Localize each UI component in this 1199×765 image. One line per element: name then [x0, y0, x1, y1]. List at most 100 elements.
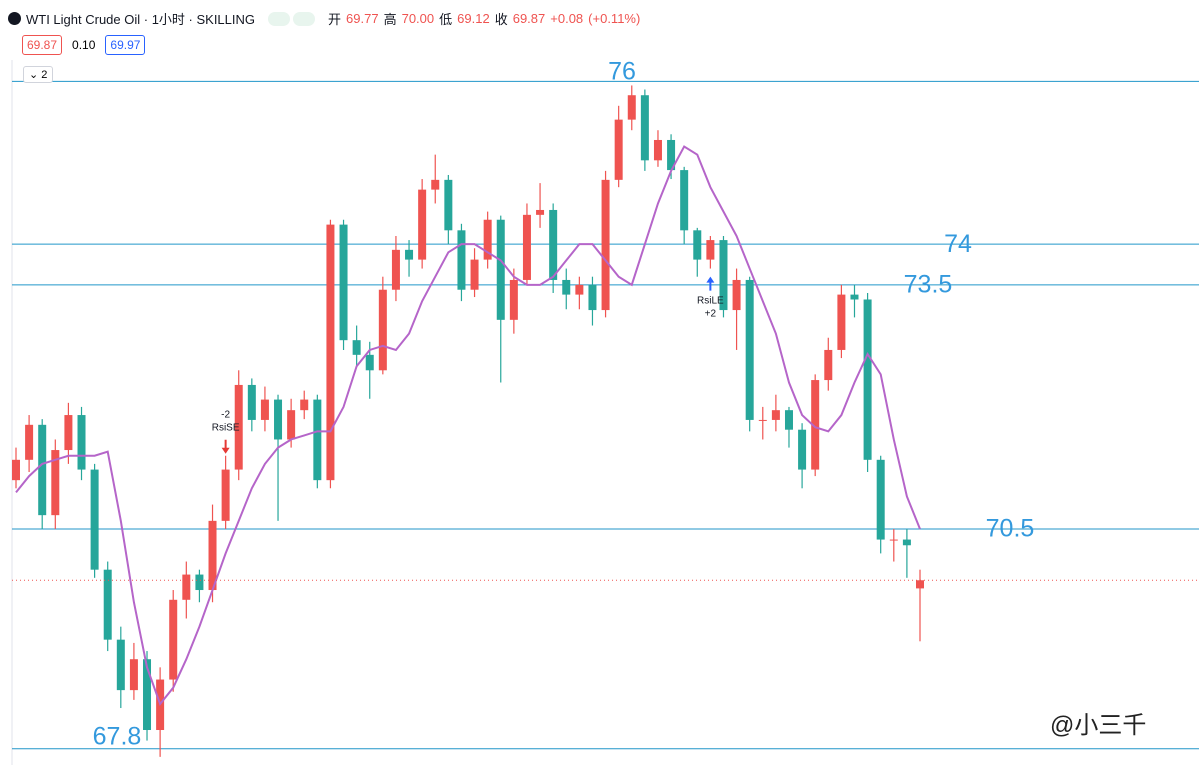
candle-body	[339, 224, 348, 341]
candle-body	[77, 415, 86, 470]
high-value: 70.00	[401, 11, 435, 26]
candle-body	[38, 424, 47, 516]
candle-body	[378, 289, 387, 371]
moving-average	[15, 145, 921, 706]
candle-body	[496, 219, 505, 320]
candle-body	[575, 284, 584, 295]
indicator-toggle[interactable]: ⌄ 2	[23, 66, 54, 83]
close-label: 收	[494, 12, 508, 27]
level-label: 76	[608, 57, 636, 85]
level-label: 70.5	[986, 515, 1035, 543]
candle-body	[549, 209, 558, 280]
candle-body	[313, 399, 322, 481]
candle-body	[653, 139, 662, 161]
candle-body	[798, 429, 807, 470]
close-value: 69.87	[512, 11, 546, 26]
candle-body	[182, 574, 191, 600]
change-pct: (+0.11%)	[588, 11, 641, 26]
signal-qty: -2	[221, 410, 230, 421]
candle-body	[221, 469, 230, 521]
spread: 0.10	[72, 38, 96, 52]
candle-body	[811, 380, 820, 470]
candle-body	[169, 599, 178, 680]
candle-body	[116, 639, 125, 691]
candle-body	[889, 539, 898, 541]
level-label: 73.5	[904, 270, 953, 298]
order-bar: 69.87 0.10 69.97	[22, 35, 146, 55]
candle-body	[25, 424, 34, 460]
candle-body	[601, 179, 610, 311]
candle-body	[863, 299, 872, 460]
candle-body	[614, 119, 623, 180]
signal-name: RsiLE	[697, 296, 724, 307]
candle-body	[562, 279, 571, 295]
open-value: 69.77	[346, 11, 379, 26]
candle-body	[627, 95, 636, 120]
candle-body	[850, 294, 859, 300]
buy-button[interactable]: 69.97	[105, 35, 146, 55]
candle-body	[522, 214, 531, 280]
candle-body	[680, 170, 689, 231]
candle-body	[103, 569, 112, 640]
candle-body	[732, 279, 741, 311]
candle-body	[12, 459, 20, 481]
candle-body	[745, 279, 754, 420]
candle-body	[693, 230, 702, 260]
candle-body	[418, 189, 427, 260]
signal-arrow	[221, 439, 230, 454]
level-label: 67.8	[93, 723, 142, 751]
candle-body	[758, 419, 767, 421]
candle-body	[536, 209, 545, 215]
candle-body	[90, 469, 99, 570]
signal-name: RsiSE	[212, 423, 240, 434]
candle-body	[876, 459, 885, 540]
indicator-count: 2	[41, 69, 48, 81]
low-label: 低	[439, 12, 453, 27]
candle-body	[667, 139, 676, 171]
candle-body	[51, 450, 60, 516]
candle-body	[588, 284, 597, 311]
symbol-logo	[8, 12, 21, 25]
high-label: 高	[383, 12, 397, 27]
candle-body	[509, 279, 518, 320]
candle-body	[326, 224, 335, 481]
candle-body	[143, 659, 152, 731]
candle-body	[391, 249, 400, 290]
candle-body	[916, 580, 924, 589]
candle-body	[719, 240, 728, 311]
change: +0.08	[550, 11, 584, 26]
candle-body	[208, 520, 217, 591]
header: WTI Light Crude Oil · 1小时 · SKILLING 开 69…	[8, 9, 640, 28]
candle-body	[824, 349, 833, 381]
candle-body	[431, 179, 440, 190]
symbol[interactable]: WTI Light Crude Oil · 1小时 · SKILLING	[26, 12, 256, 27]
status-dot	[293, 11, 316, 26]
level-label: 74	[944, 230, 972, 258]
candle-body	[457, 230, 466, 290]
signal-qty: +2	[705, 309, 717, 320]
candle-body	[444, 179, 453, 231]
candle-body	[129, 659, 138, 691]
candle-body	[771, 410, 780, 420]
candle-body	[300, 399, 309, 411]
candle-body	[247, 384, 256, 420]
candle-body	[234, 384, 243, 470]
sell-button[interactable]: 69.87	[22, 35, 63, 55]
status-dots	[268, 11, 316, 26]
candle-body	[706, 240, 715, 260]
candle-body	[365, 354, 374, 371]
candle-body	[64, 415, 73, 451]
candle-body	[352, 340, 361, 355]
candle-body	[287, 410, 296, 440]
signal-arrow	[706, 276, 715, 291]
candle-body	[195, 574, 204, 591]
low-value: 69.12	[457, 11, 490, 26]
candle-body	[470, 259, 479, 290]
candle-body	[260, 399, 269, 420]
candle-body	[784, 410, 793, 430]
candle-body	[902, 539, 911, 546]
candle-body	[640, 95, 649, 161]
candle-body	[405, 249, 414, 260]
